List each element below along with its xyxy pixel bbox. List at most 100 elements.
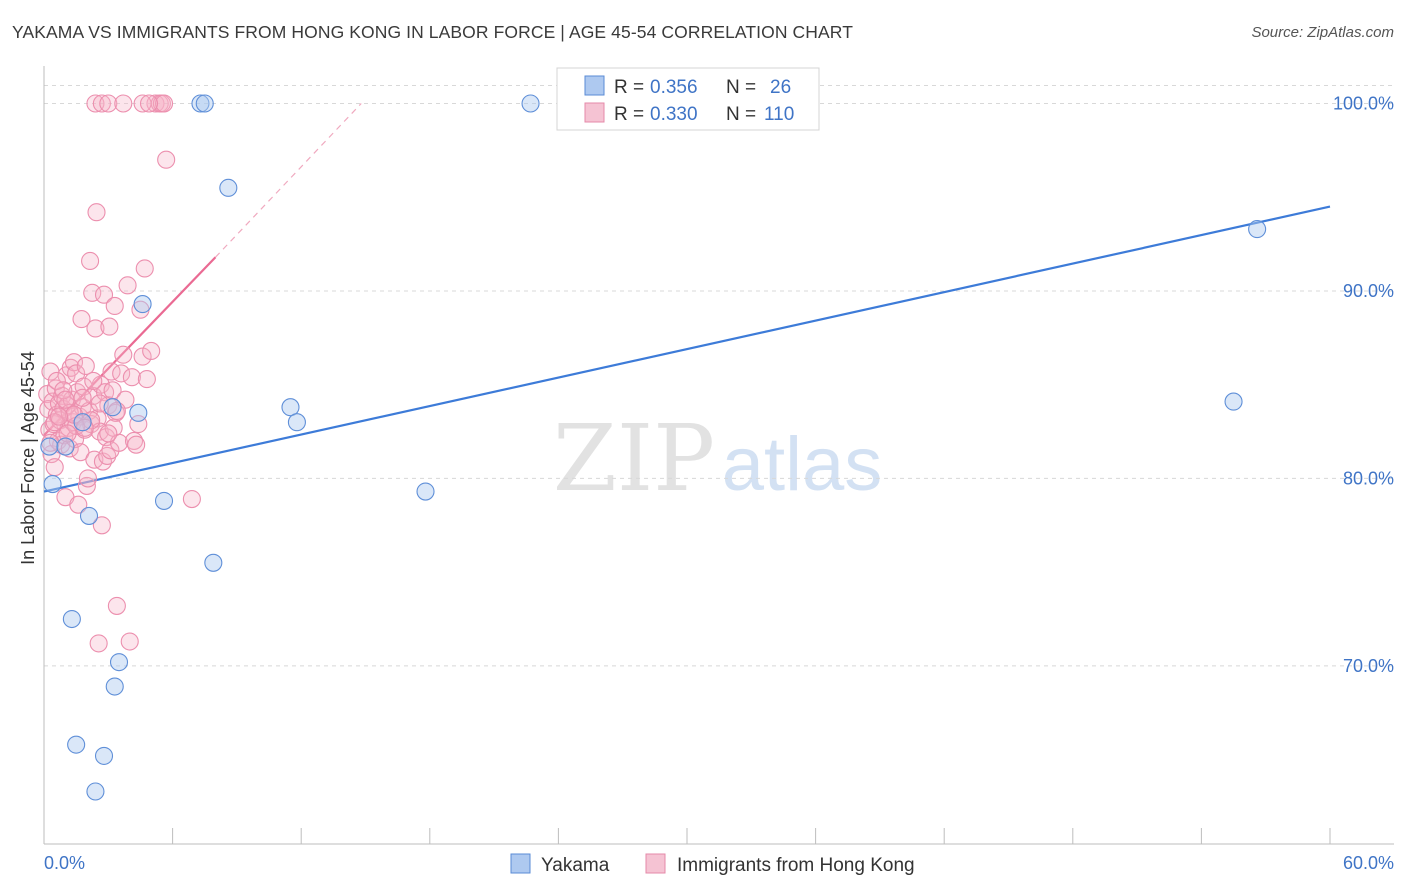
point-yakama: [204, 553, 223, 572]
point-hongkong: [137, 370, 156, 389]
watermark: ZIP atlas: [553, 405, 882, 512]
point-hongkong: [99, 94, 118, 113]
point-hongkong: [86, 94, 105, 113]
trendline-hongkong: [43, 256, 217, 437]
y-tick-label: 70.0%: [1343, 656, 1394, 676]
point-hongkong: [89, 634, 108, 653]
point-hongkong: [69, 495, 88, 514]
point-hongkong: [83, 283, 102, 302]
point-hongkong: [87, 203, 106, 222]
point-hongkong: [122, 368, 141, 387]
point-hongkong: [112, 364, 131, 383]
point-yakama: [62, 609, 81, 629]
point-yakama: [56, 437, 75, 456]
point-hongkong: [114, 94, 133, 113]
point-hongkong: [77, 476, 96, 495]
y-tick-label: 80.0%: [1343, 468, 1394, 488]
point-yakama: [219, 178, 238, 197]
bottom-legend-hongkong: Immigrants from Hong Kong: [677, 855, 915, 876]
data-points: [38, 94, 1267, 801]
point-hongkong: [92, 516, 111, 535]
point-yakama: [105, 677, 124, 696]
point-hongkong: [84, 371, 103, 390]
point-hongkong: [45, 458, 64, 477]
point-yakama: [43, 475, 62, 494]
legend-n-value-1: 26: [770, 77, 791, 98]
y-tick-label: 90.0%: [1343, 281, 1394, 301]
watermark-zip: ZIP: [553, 405, 715, 512]
point-hongkong: [78, 469, 97, 488]
point-hongkong: [133, 94, 152, 113]
trendlines: [43, 103, 1331, 493]
point-hongkong: [98, 446, 117, 465]
bottom-legend-yakama: Yakama: [541, 855, 610, 876]
point-hongkong: [99, 424, 118, 443]
point-hongkong: [94, 285, 114, 304]
point-yakama: [521, 94, 540, 113]
point-yakama: [1224, 392, 1243, 411]
point-hongkong: [157, 150, 176, 169]
x-tick-label-max: 60.0%: [1343, 853, 1394, 873]
point-yakama: [129, 403, 148, 422]
point-yakama: [1248, 220, 1267, 239]
bottom-legend-swatch-hongkong: [645, 853, 666, 874]
point-hongkong: [139, 94, 159, 113]
trendline-yakama: [43, 205, 1331, 493]
point-yakama: [94, 746, 114, 765]
point-yakama: [195, 94, 214, 113]
point-yakama: [287, 413, 306, 432]
tick-labels: 70.0% 80.0% 90.0% 100.0%: [1333, 93, 1394, 675]
point-hongkong: [100, 317, 119, 336]
point-yakama: [416, 482, 435, 501]
point-hongkong: [76, 356, 95, 376]
legend-r-label-2: R =: [614, 104, 644, 125]
y-tick-label: 100.0%: [1333, 93, 1394, 113]
point-hongkong: [56, 390, 75, 409]
point-yakama: [103, 398, 122, 417]
gridlines: [44, 84, 1394, 667]
legend: R = 0.356 N = 26 R = 0.330 N = 110: [556, 67, 820, 131]
legend-n-label-2: N =: [726, 104, 756, 125]
point-hongkong: [142, 341, 161, 361]
bottom-legend-swatch-yakama: [510, 853, 531, 874]
point-hongkong: [47, 371, 66, 390]
point-yakama: [191, 94, 210, 113]
point-hongkong: [92, 94, 111, 113]
y-axis-title: In Labor Force | Age 45-54: [18, 351, 38, 565]
point-yakama: [109, 653, 129, 672]
point-hongkong: [73, 388, 92, 407]
point-hongkong: [154, 94, 174, 113]
point-hongkong: [64, 353, 84, 372]
legend-n-value-2: 110: [764, 104, 794, 125]
point-hongkong: [120, 632, 139, 651]
point-hongkong: [105, 296, 124, 316]
legend-swatch-yakama: [584, 75, 605, 96]
point-hongkong: [114, 345, 133, 364]
point-yakama: [79, 506, 99, 525]
legend-swatch-hongkong: [584, 102, 605, 123]
watermark-atlas: atlas: [722, 422, 883, 507]
legend-r-value-1: 0.356: [650, 77, 698, 98]
bottom-legend: Yakama Immigrants from Hong Kong: [510, 853, 915, 876]
point-yakama: [86, 782, 105, 801]
source-credit: Source: ZipAtlas.com: [1251, 24, 1394, 41]
point-hongkong: [58, 424, 77, 443]
point-hongkong: [135, 259, 154, 278]
point-hongkong: [127, 435, 146, 454]
axes: [43, 66, 1394, 845]
point-yakama: [281, 398, 300, 417]
legend-r-label-1: R =: [614, 77, 644, 98]
point-yakama: [73, 413, 92, 432]
point-hongkong: [107, 596, 126, 615]
point-hongkong: [72, 310, 91, 329]
x-tick-label-min: 0.0%: [44, 853, 85, 873]
point-yakama: [40, 437, 59, 456]
legend-r-value-2: 0.330: [650, 104, 698, 125]
point-yakama: [154, 491, 174, 510]
point-hongkong: [88, 409, 107, 428]
point-hongkong: [81, 251, 100, 271]
point-hongkong: [49, 407, 69, 426]
point-hongkong: [86, 319, 105, 338]
legend-n-label-1: N =: [726, 77, 756, 98]
